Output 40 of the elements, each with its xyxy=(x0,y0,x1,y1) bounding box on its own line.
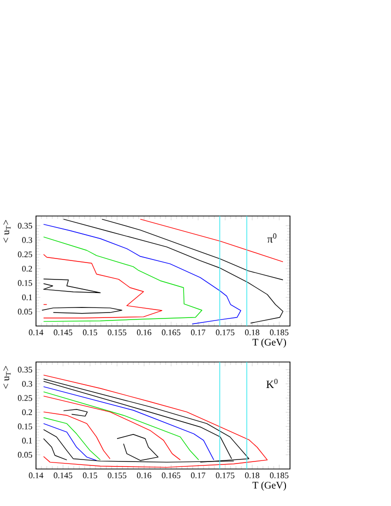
x-tick-label: 0.15 xyxy=(82,472,98,478)
x-tick-label: 0.155 xyxy=(108,472,126,478)
x-axis-title: T (GeV) xyxy=(252,338,286,348)
y-tick-label: 0.35 xyxy=(18,366,32,373)
y-tick-label: 0.3 xyxy=(22,380,32,387)
y-axis-title: < u$_{T}$> xyxy=(3,220,11,243)
x-tick-label: 0.165 xyxy=(162,330,180,336)
y-tick-label: 0.2 xyxy=(22,266,32,272)
y-tick-label: 0.05 xyxy=(18,452,32,458)
y-tick-label: 0.3 xyxy=(22,237,32,243)
x-axis-title: T (GeV) xyxy=(252,482,286,491)
x-tick-label: 0.145 xyxy=(54,472,72,478)
x-tick-label: 0.16 xyxy=(136,330,152,336)
y-tick-label: 0.2 xyxy=(22,409,32,416)
y-tick-label: 0.15 xyxy=(18,280,32,286)
x-tick-label: 0.17 xyxy=(191,472,206,478)
y-tick-label: 0.25 xyxy=(18,252,32,258)
x-tick-label: 0.185 xyxy=(270,330,288,336)
x-tick-label: 0.175 xyxy=(216,330,234,336)
x-tick-label: 0.155 xyxy=(108,330,126,336)
y-tick-label: 0.1 xyxy=(22,438,32,444)
y-tick-label: 0.1 xyxy=(22,294,32,300)
x-tick-label: 0.18 xyxy=(245,330,260,336)
x-tick-label: 0.14 xyxy=(28,472,44,478)
y-tick-label: 0.05 xyxy=(18,308,32,315)
x-tick-label: 0.18 xyxy=(245,472,260,478)
x-tick-label: 0.17 xyxy=(191,330,206,336)
x-tick-label: 0.15 xyxy=(82,330,98,336)
x-tick-label: 0.16 xyxy=(136,472,152,478)
x-tick-label: 0.165 xyxy=(162,472,180,478)
annotation: π$^{0}$ xyxy=(267,233,276,243)
y-tick-label: 0.15 xyxy=(18,424,32,430)
y-tick-label: 0.35 xyxy=(18,222,32,229)
x-tick-label: 0.145 xyxy=(54,330,72,336)
y-tick-label: 0.25 xyxy=(18,395,32,401)
x-tick-label: 0.14 xyxy=(28,330,44,336)
y-axis-title: < u$_{T}$> xyxy=(3,366,11,389)
x-tick-label: 0.175 xyxy=(216,472,234,478)
annotation: K$^{0}$ xyxy=(266,378,278,388)
x-tick-label: 0.185 xyxy=(270,472,288,478)
